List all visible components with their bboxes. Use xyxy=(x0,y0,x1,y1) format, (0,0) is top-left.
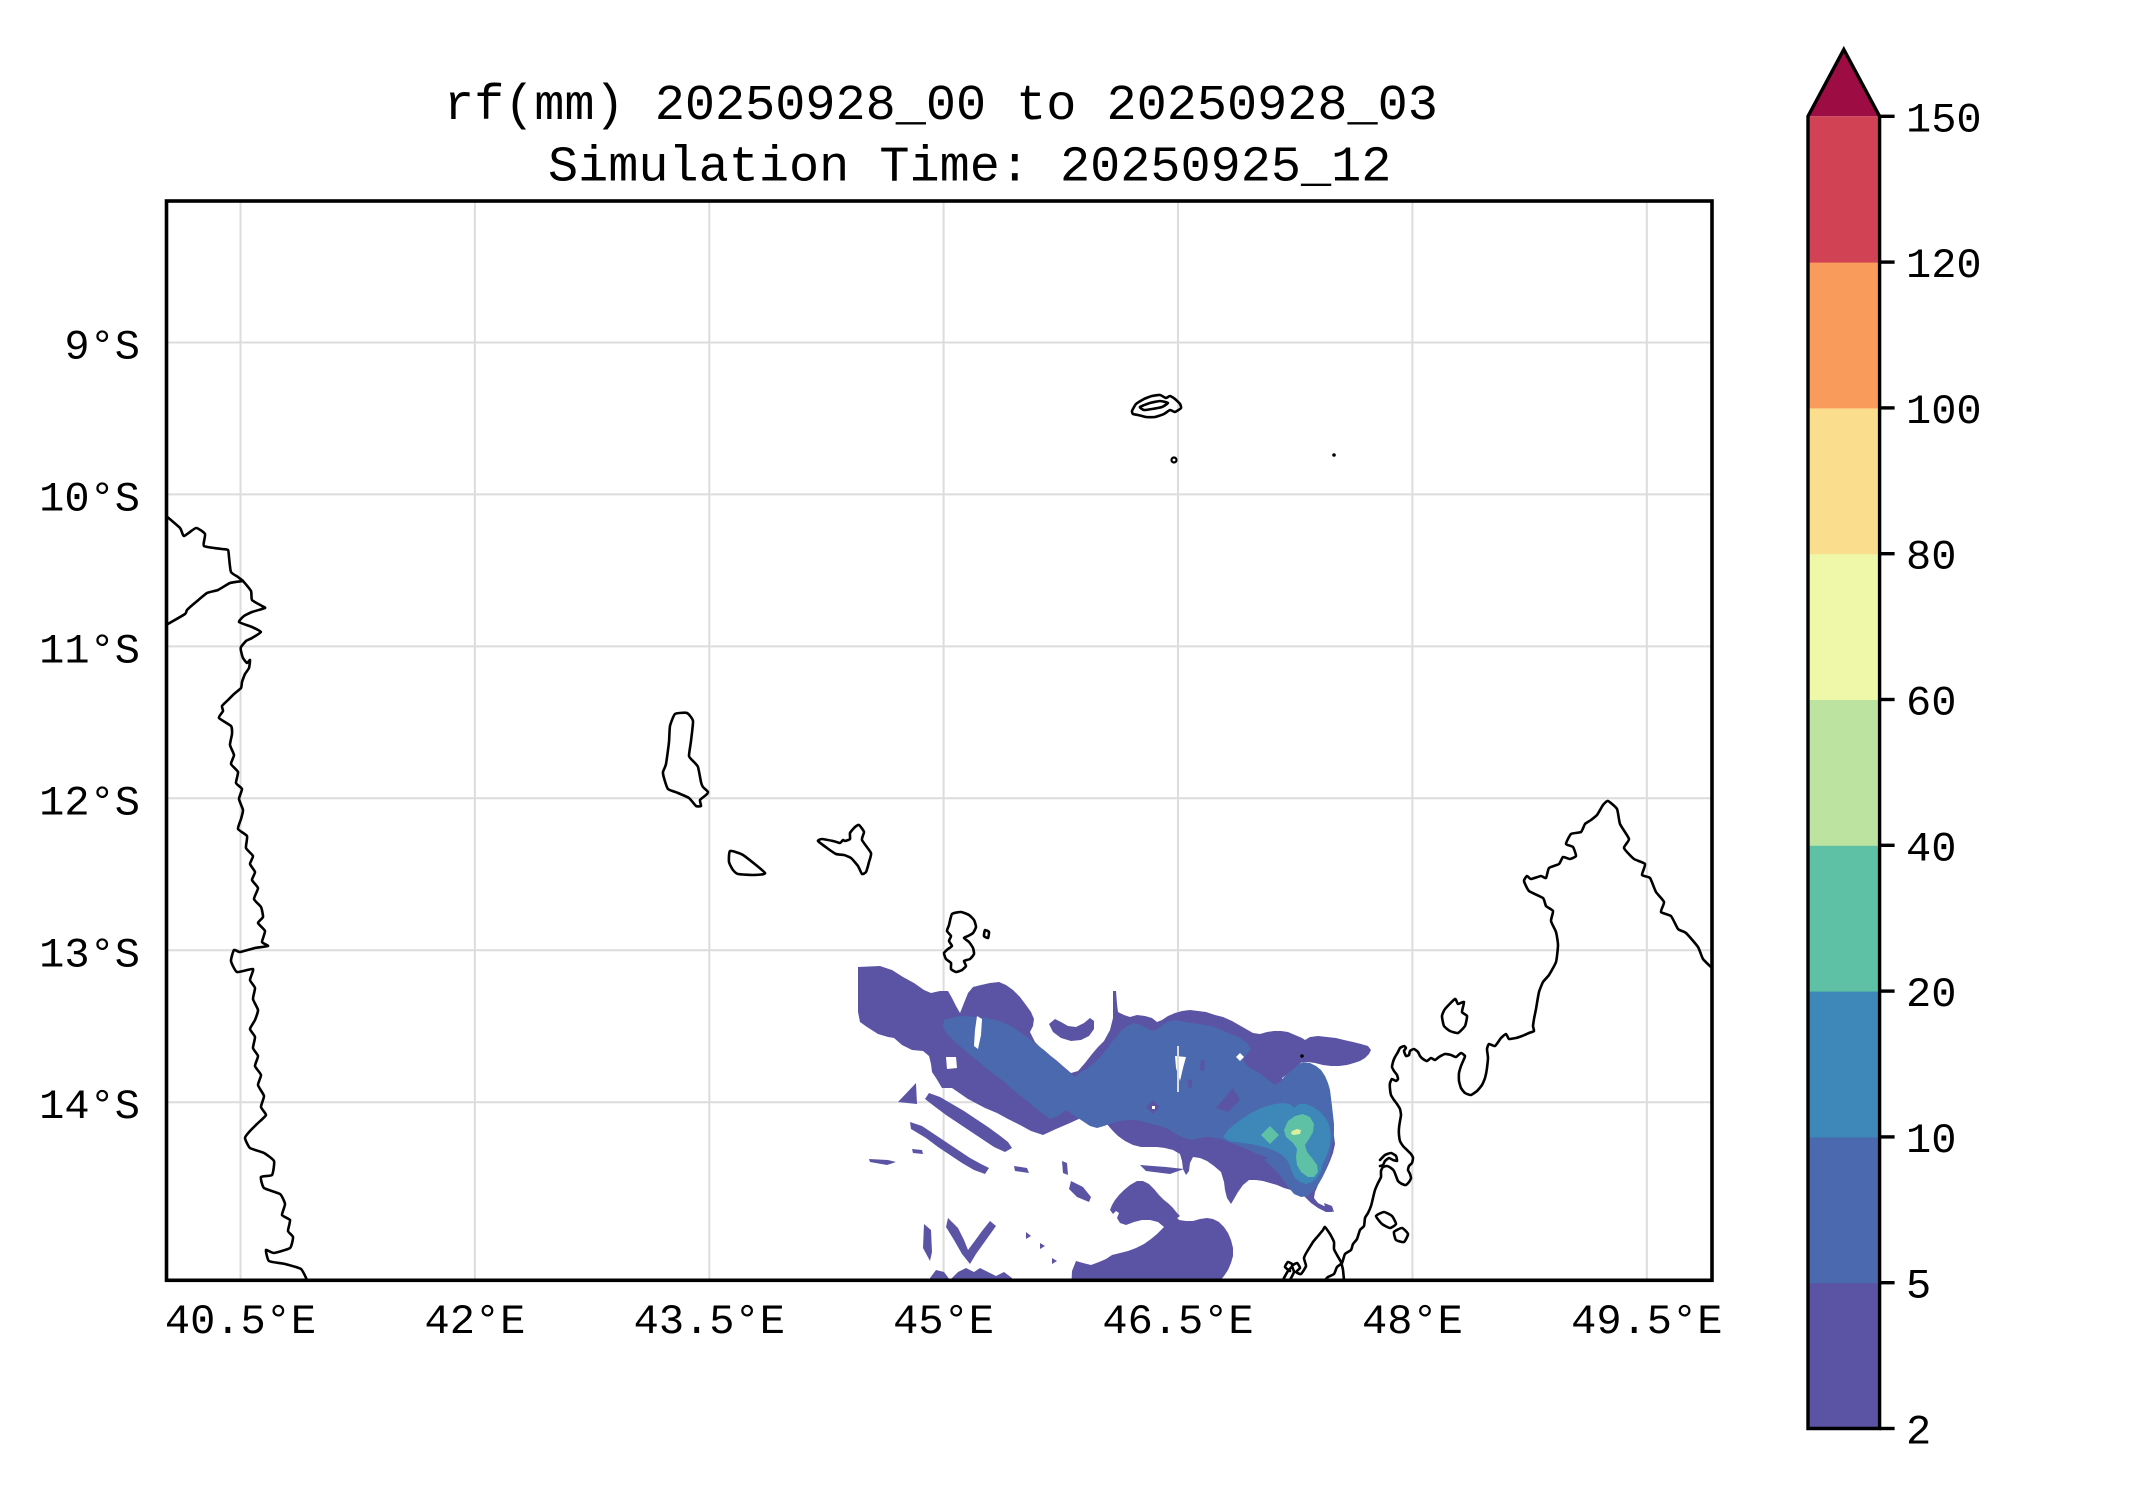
svg-text:2: 2 xyxy=(1906,1409,1931,1457)
svg-text:40: 40 xyxy=(1906,825,1956,873)
svg-text:13°S: 13°S xyxy=(39,931,140,979)
svg-text:100: 100 xyxy=(1906,388,1982,436)
svg-text:48°E: 48°E xyxy=(1362,1298,1463,1346)
svg-text:46.5°E: 46.5°E xyxy=(1102,1298,1253,1346)
svg-text:14°S: 14°S xyxy=(39,1083,140,1131)
svg-text:9°S: 9°S xyxy=(64,324,140,372)
svg-text:5: 5 xyxy=(1906,1263,1931,1311)
svg-text:120: 120 xyxy=(1906,242,1982,290)
svg-text:49.5°E: 49.5°E xyxy=(1571,1298,1722,1346)
svg-text:42°E: 42°E xyxy=(424,1298,525,1346)
svg-text:20: 20 xyxy=(1906,971,1956,1019)
svg-text:80: 80 xyxy=(1906,534,1956,582)
svg-text:Simulation Time: 20250925_12: Simulation Time: 20250925_12 xyxy=(548,140,1391,197)
svg-text:10: 10 xyxy=(1906,1117,1956,1165)
svg-text:43.5°E: 43.5°E xyxy=(634,1298,785,1346)
svg-text:rf(mm) 20250928_00 to 20250928: rf(mm) 20250928_00 to 20250928_03 xyxy=(444,78,1438,135)
svg-text:12°S: 12°S xyxy=(39,779,140,827)
svg-text:60: 60 xyxy=(1906,680,1956,728)
svg-text:40.5°E: 40.5°E xyxy=(165,1298,316,1346)
svg-text:45°E: 45°E xyxy=(893,1298,994,1346)
svg-text:150: 150 xyxy=(1906,96,1982,144)
svg-text:11°S: 11°S xyxy=(39,627,140,675)
svg-text:10°S: 10°S xyxy=(39,475,140,523)
